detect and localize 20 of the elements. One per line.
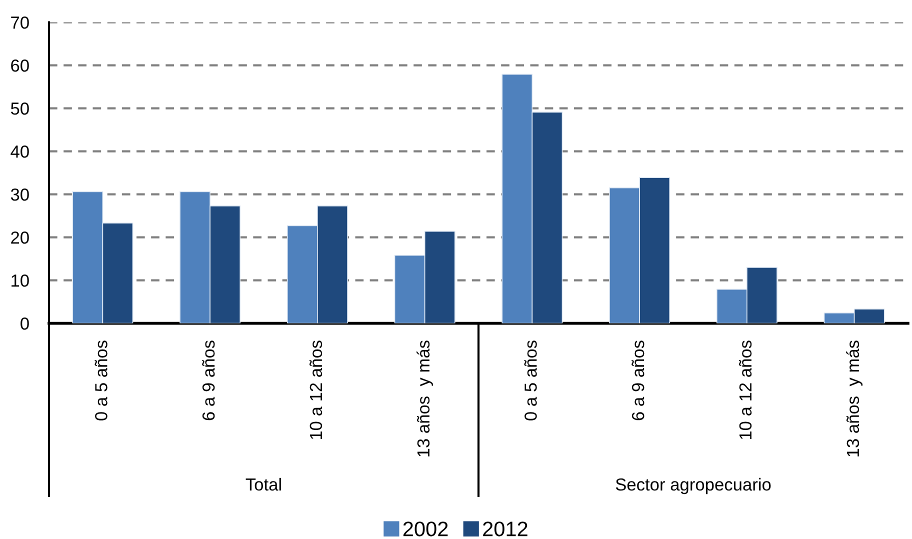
legend-label: 2002	[403, 522, 448, 536]
x-tick-label: 0 a 5 años	[524, 340, 537, 420]
y-tick-label: 30	[10, 188, 29, 201]
legend-label: 2012	[483, 522, 528, 536]
y-tick-label: 50	[10, 102, 29, 115]
y-tick-label: 70	[11, 16, 29, 29]
y-tick-label: 40	[10, 145, 29, 158]
x-tick-label: 10 a 12 años	[309, 340, 322, 440]
text: Sector agropecuario	[616, 478, 771, 494]
x-tick-label: 0 a 5 años	[94, 340, 108, 420]
x-tick-label: 6 a 9 años	[632, 340, 644, 420]
x-tick-label: 13 años y más	[846, 340, 863, 456]
y-tick-label: 60	[11, 59, 29, 72]
x-tick-label: 13 años y más	[416, 340, 434, 456]
y-tick-label: 10	[12, 274, 29, 287]
x-tick-label: 6 a 9 años	[202, 340, 215, 420]
x-tick-label: 10 a 12 años	[738, 340, 752, 440]
y-tick-label: 20	[11, 231, 29, 244]
text: Total	[246, 478, 281, 491]
y-tick-label: 0	[20, 317, 29, 330]
